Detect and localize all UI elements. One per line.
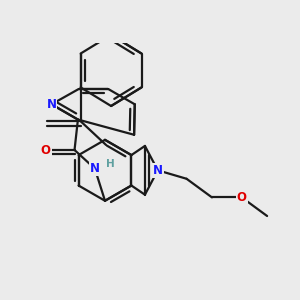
Text: O: O xyxy=(237,191,247,204)
Text: N: N xyxy=(153,164,163,177)
Text: N: N xyxy=(90,162,100,175)
Text: O: O xyxy=(41,143,51,157)
Text: N: N xyxy=(46,98,56,111)
Text: H: H xyxy=(106,158,114,169)
